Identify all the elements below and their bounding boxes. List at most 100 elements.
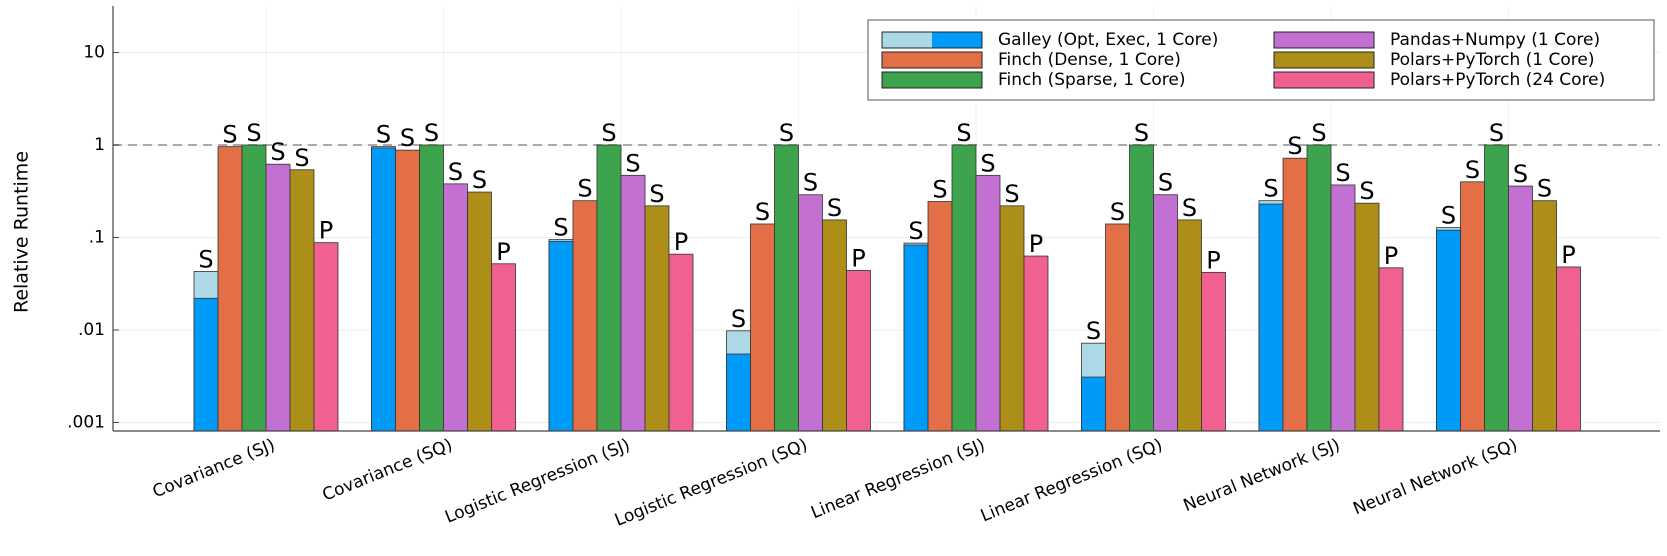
x-tick-label: Linear Regression (SQ) xyxy=(978,435,1165,526)
bar xyxy=(1306,144,1332,432)
bar-data-label: S xyxy=(601,119,616,147)
bar-data-label: S xyxy=(1110,198,1125,226)
bar-data-label: S xyxy=(1359,177,1374,205)
bar xyxy=(620,174,646,432)
legend-swatch xyxy=(1273,31,1375,49)
bar xyxy=(1330,184,1356,432)
x-tick-label: Logistic Regression (SQ) xyxy=(612,435,810,531)
bar-data-label: S xyxy=(553,214,568,242)
y-tick-label: 1 xyxy=(94,135,105,155)
bar xyxy=(1556,266,1581,432)
bar xyxy=(822,219,847,432)
bar xyxy=(1153,194,1178,432)
bar-data-label: S xyxy=(625,149,640,177)
bar-data-label: S xyxy=(400,124,415,152)
bar-data-label: S xyxy=(1537,175,1552,203)
bar-data-label: S xyxy=(424,119,439,147)
bar xyxy=(644,205,670,432)
legend-label: Galley (Opt, Exec, 1 Core) xyxy=(998,30,1218,50)
bar-data-label: S xyxy=(1134,119,1149,147)
bar xyxy=(668,253,694,432)
bar xyxy=(395,149,420,432)
bar-data-label: S xyxy=(198,245,213,273)
bar xyxy=(951,144,977,432)
y-tick-label: 10 xyxy=(83,43,105,63)
bar-data-label: S xyxy=(577,175,592,203)
x-tick-label: Covariance (SJ) xyxy=(150,435,278,502)
legend-swatch xyxy=(1273,71,1375,89)
bar-data-label: S xyxy=(1086,317,1101,345)
bar-data-label: P xyxy=(851,244,865,272)
bar xyxy=(1354,202,1380,432)
bar xyxy=(596,144,622,432)
bar xyxy=(1081,376,1106,432)
bar-data-label: S xyxy=(827,194,842,222)
legend-label: Polars+PyTorch (1 Core) xyxy=(1390,50,1594,70)
bar-data-label: S xyxy=(1513,160,1528,188)
x-tick-label: Covariance (SQ) xyxy=(320,435,456,505)
bar xyxy=(798,194,823,432)
x-tick-label: Neural Network (SJ) xyxy=(1181,435,1343,516)
bar-data-label: S xyxy=(1441,202,1456,230)
bar xyxy=(241,144,267,432)
bar-data-label: S xyxy=(932,176,947,204)
bar-data-label: S xyxy=(755,198,770,226)
legend-swatch xyxy=(1273,51,1375,69)
bar-data-label: S xyxy=(246,119,261,147)
bar xyxy=(846,270,871,432)
bar-data-label: S xyxy=(731,305,746,333)
bar-data-label: S xyxy=(448,158,463,186)
bar-data-label: S xyxy=(1158,169,1173,197)
bar xyxy=(217,146,243,432)
bar xyxy=(572,200,598,432)
bar-data-label: P xyxy=(319,217,333,245)
bar xyxy=(750,223,775,432)
bar-data-label: P xyxy=(1029,230,1043,258)
legend-box xyxy=(867,19,1655,101)
bar-data-label: S xyxy=(472,166,487,194)
bar xyxy=(999,205,1025,432)
legend-swatch xyxy=(881,71,983,89)
bar xyxy=(975,174,1001,432)
legend-swatch-opt xyxy=(882,32,932,48)
bar-data-label: S xyxy=(1004,180,1019,208)
bar xyxy=(1378,267,1404,432)
bar-data-label: P xyxy=(1561,241,1575,269)
y-axis-label: Relative Runtime xyxy=(11,151,33,313)
legend: Galley (Opt, Exec, 1 Core)Finch (Dense, … xyxy=(867,19,1655,101)
y-tick-label: .001 xyxy=(67,413,105,433)
x-tick-label: Neural Network (SQ) xyxy=(1350,435,1520,519)
bar xyxy=(1484,144,1509,432)
bar-data-label: P xyxy=(496,238,510,266)
bar-data-label: P xyxy=(674,228,688,256)
x-tick-label: Logistic Regression (SJ) xyxy=(442,435,633,528)
legend-swatch xyxy=(881,51,983,69)
bar xyxy=(1177,219,1202,432)
bar xyxy=(1282,157,1308,432)
bar xyxy=(1460,181,1485,432)
bar-data-label: P xyxy=(1384,242,1398,270)
bar xyxy=(1258,203,1284,432)
bar xyxy=(289,169,315,432)
bar xyxy=(419,144,444,432)
bar xyxy=(467,191,492,432)
bar-data-label: S xyxy=(908,217,923,245)
bar-data-label: S xyxy=(803,169,818,197)
bar xyxy=(1129,144,1154,432)
bar xyxy=(903,244,929,432)
bar-layer xyxy=(193,144,1581,432)
bar-data-label: S xyxy=(956,119,971,147)
bar xyxy=(774,144,799,432)
bar xyxy=(1436,229,1461,432)
bar xyxy=(726,353,751,432)
bar xyxy=(1023,255,1049,432)
bar-data-label: S xyxy=(294,144,309,172)
legend-swatch-exec xyxy=(932,32,982,48)
y-tick-label: .01 xyxy=(78,320,105,340)
bar xyxy=(927,201,953,432)
bar-data-label: S xyxy=(1287,132,1302,160)
bar-data-label: S xyxy=(779,119,794,147)
bar-data-label: P xyxy=(1206,246,1220,274)
